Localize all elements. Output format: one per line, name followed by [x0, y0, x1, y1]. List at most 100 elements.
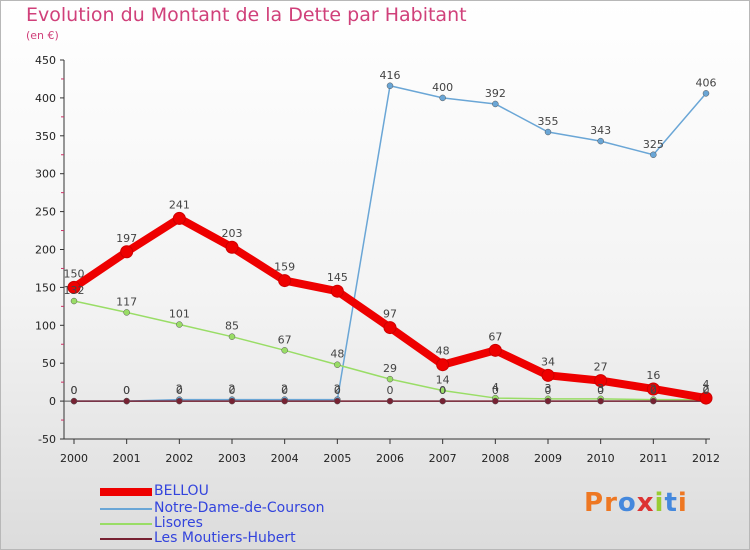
data-point-lisores [334, 361, 341, 368]
data-point-bellou [488, 343, 502, 357]
data-point-bellou [699, 391, 713, 405]
data-label-bellou: 34 [541, 355, 555, 368]
legend-label-bellou: BELLOU [154, 483, 209, 499]
x-tick-label: 2000 [60, 452, 88, 465]
data-point-bellou [278, 274, 292, 288]
data-label-notre-dame-de-courson: 400 [432, 81, 453, 94]
series-line-notre-dame-de-courson [74, 85, 707, 402]
data-point-bellou [594, 374, 608, 388]
data-point-bellou [541, 368, 555, 382]
legend-item-lisores: Lisores [100, 515, 420, 532]
legend-label-notre-dame-de-courson: Notre-Dame-de-Courson [154, 500, 325, 516]
legend-item-notre-dame-de-courson: Notre-Dame-de-Courson [100, 500, 420, 517]
data-point-les-moutiers-hubert [334, 397, 341, 405]
y-tick-label: 400 [35, 92, 56, 105]
data-point-notre-dame-de-courson [386, 82, 394, 90]
data-label-notre-dame-de-courson: 2 [176, 383, 183, 396]
data-label-notre-dame-de-courson: 343 [590, 124, 611, 137]
data-point-les-moutiers-hubert [228, 397, 236, 405]
data-label-bellou: 48 [436, 345, 450, 358]
data-point-notre-dame-de-courson [702, 90, 710, 97]
data-label-bellou: 203 [222, 227, 243, 240]
data-point-les-moutiers-hubert [281, 397, 288, 405]
logo-letter: r [604, 488, 618, 518]
data-label-les-moutiers-hubert: 0 [123, 384, 130, 397]
data-label-les-moutiers-hubert: 0 [281, 384, 288, 397]
data-label-bellou: 241 [169, 198, 190, 211]
data-point-lisores [70, 297, 78, 305]
data-label-notre-dame-de-courson: 392 [485, 87, 506, 100]
data-label-lisores: 48 [330, 348, 344, 361]
data-label-lisores: 85 [225, 320, 239, 333]
data-label-notre-dame-de-courson: 2 [229, 383, 236, 396]
data-label-bellou: 4 [703, 378, 710, 391]
x-tick-label: 2010 [587, 452, 615, 465]
data-label-les-moutiers-hubert: 0 [439, 384, 446, 397]
data-label-bellou: 16 [646, 369, 660, 382]
chart-unit: (en €) [26, 29, 59, 42]
x-tick-label: 2007 [429, 452, 457, 465]
data-point-lisores [439, 387, 446, 394]
legend-swatch-les-moutiers-hubert [100, 538, 152, 540]
data-label-bellou: 67 [488, 330, 502, 343]
x-tick-label: 2011 [639, 452, 667, 465]
legend-item-bellou: BELLOU [100, 483, 420, 500]
y-tick-label: 200 [35, 244, 56, 257]
logo-letter: x [636, 488, 655, 518]
data-label-les-moutiers-hubert: 0 [650, 384, 657, 397]
data-label-les-moutiers-hubert: 0 [71, 384, 78, 397]
data-point-notre-dame-de-courson [597, 137, 604, 145]
data-point-notre-dame-de-courson [650, 151, 657, 158]
data-label-les-moutiers-hubert: 0 [492, 384, 499, 397]
data-label-lisores: 2 [650, 383, 657, 396]
data-label-bellou: 97 [383, 308, 397, 321]
data-label-notre-dame-de-courson: 0 [123, 384, 130, 397]
proxiti-logo: Proxiti [584, 488, 688, 518]
data-label-les-moutiers-hubert: 0 [229, 384, 236, 397]
data-point-notre-dame-de-courson [492, 100, 499, 108]
legend-swatch-bellou [100, 488, 152, 496]
logo-letter: i [654, 488, 665, 518]
data-label-lisores: 29 [383, 362, 397, 375]
logo-letter: P [584, 488, 605, 518]
data-label-notre-dame-de-courson: 416 [380, 69, 401, 82]
data-label-les-moutiers-hubert: 0 [176, 384, 183, 397]
legend-label-lisores: Lisores [154, 515, 203, 531]
data-point-les-moutiers-hubert [439, 397, 446, 405]
data-point-lisores [386, 375, 394, 383]
data-point-lisores [228, 333, 236, 340]
data-label-notre-dame-de-courson: 2 [281, 383, 288, 396]
data-point-les-moutiers-hubert [123, 397, 130, 405]
data-label-lisores: 3 [597, 382, 604, 395]
y-tick-label: 250 [35, 206, 56, 219]
data-point-notre-dame-de-courson [544, 128, 552, 136]
x-tick-label: 2001 [113, 452, 141, 465]
data-label-les-moutiers-hubert: 0 [545, 384, 552, 397]
data-point-bellou [225, 240, 239, 254]
data-label-bellou: 27 [594, 361, 608, 374]
data-point-les-moutiers-hubert [176, 397, 183, 405]
data-label-lisores: 67 [278, 333, 292, 346]
data-label-lisores: 14 [436, 373, 450, 386]
x-tick-label: 2012 [692, 452, 720, 465]
data-label-bellou: 197 [116, 232, 137, 245]
logo-letter: t [664, 488, 678, 518]
data-label-les-moutiers-hubert: 0 [334, 384, 341, 397]
data-label-bellou: 150 [64, 267, 85, 280]
data-label-les-moutiers-hubert: 0 [597, 384, 604, 397]
y-tick-label: 0 [49, 395, 56, 408]
logo-letter: i [677, 488, 688, 518]
x-tick-label: 2004 [271, 452, 299, 465]
data-point-bellou [67, 280, 81, 294]
data-point-les-moutiers-hubert [70, 397, 78, 405]
data-label-notre-dame-de-courson: 406 [696, 76, 717, 89]
x-tick-label: 2005 [323, 452, 351, 465]
series-layer [67, 82, 713, 405]
legend-swatch-notre-dame-de-courson [100, 508, 152, 510]
data-point-lisores [123, 309, 130, 316]
x-tick-label: 2002 [165, 452, 193, 465]
data-label-bellou: 159 [274, 261, 295, 274]
data-label-lisores: 2 [703, 383, 710, 396]
